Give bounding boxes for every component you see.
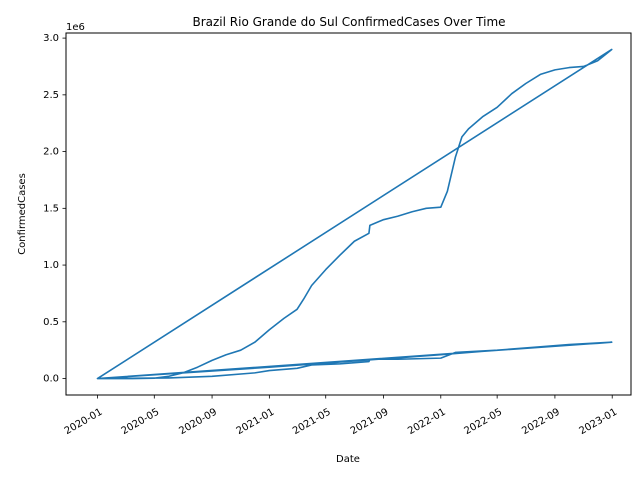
series-line (96, 48, 613, 380)
chart-title: Brazil Rio Grande do Sul ConfirmedCases … (192, 15, 505, 29)
plot-frame (65, 32, 632, 396)
y-tick-label: 2.5 (43, 90, 59, 101)
y-tick-label: 2.0 (43, 147, 59, 158)
data-layer (96, 48, 613, 380)
y-axis-title: ConfirmedCases (17, 173, 28, 255)
y-tick-label: 0.5 (43, 317, 59, 328)
y-tick-label: 0.0 (43, 374, 59, 385)
y-offset-label: 1e6 (66, 22, 85, 33)
y-tick-label: 1.0 (43, 260, 59, 271)
x-axis-title: Date (336, 454, 360, 465)
y-tick-label: 3.0 (43, 33, 59, 44)
y-tick-label: 1.5 (43, 203, 59, 214)
